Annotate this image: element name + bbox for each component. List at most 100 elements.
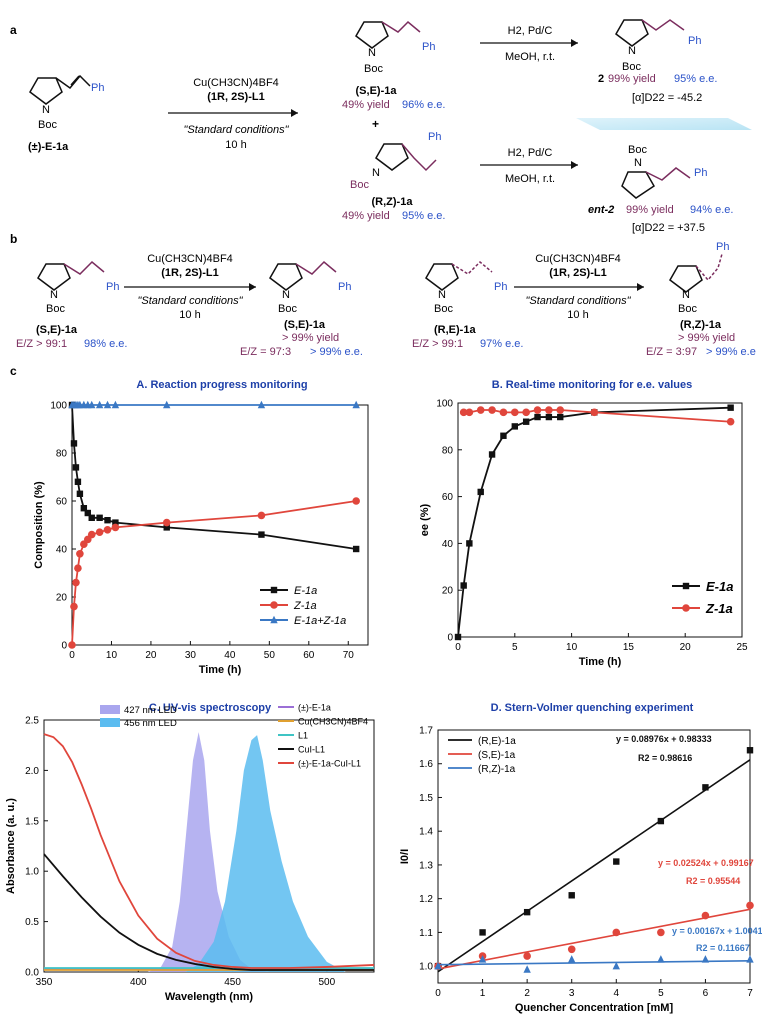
data-point	[84, 509, 91, 517]
rz-ee: 95% e.e.	[402, 210, 445, 222]
n-label: N	[634, 157, 642, 169]
boc-label: Boc	[278, 303, 297, 315]
data-point	[500, 432, 507, 439]
x-tick-label: 4	[614, 988, 620, 999]
legend-label: E-1a+Z-1a	[294, 615, 346, 627]
panel-b-label: b	[10, 232, 17, 246]
y-tick-label: 40	[442, 539, 454, 550]
series-1	[459, 406, 735, 426]
ent2-ee: 94% e.e.	[690, 204, 733, 216]
x-tick-label: 15	[623, 642, 635, 653]
legend-swatch	[100, 705, 120, 714]
b-left-cond: "Standard conditions"	[137, 295, 243, 307]
molecule-b-rz-product	[669, 253, 723, 293]
y-axis-label: Absorbance (a. u.)	[5, 798, 17, 894]
chart-title: D. Stern-Volmer quenching experiment	[491, 702, 694, 714]
p2-rotation: [α]D22 = -45.2	[632, 92, 702, 104]
data-point	[258, 531, 265, 538]
molecule-2	[615, 19, 685, 47]
y-tick-label: 0	[447, 633, 453, 644]
data-point	[95, 528, 104, 536]
chart-title: C. UV-vis spectroscopy	[149, 702, 272, 714]
y-axis-label: ee (%)	[419, 503, 431, 536]
ent2-label: ent-2	[588, 204, 614, 216]
b-left-time: 10 h	[179, 309, 200, 321]
data-point	[701, 955, 710, 963]
molecule-rz-1a	[375, 143, 437, 172]
rz-yield: 49% yield	[342, 210, 390, 222]
panel-a-label: a	[10, 23, 17, 37]
data-point	[523, 952, 531, 960]
series-2	[434, 955, 754, 973]
fit-line	[437, 759, 751, 973]
ent2-rotation: [α]D22 = +37.5	[632, 222, 705, 234]
led-spectrum	[147, 732, 271, 972]
n-label: N	[282, 289, 290, 301]
data-point	[257, 400, 266, 409]
b-right-prod-ee: > 99% e.e	[706, 346, 756, 358]
series-1	[68, 497, 360, 649]
data-point	[68, 641, 76, 649]
data-point	[80, 505, 88, 512]
x-tick-label: 3	[569, 988, 575, 999]
chart-reaction-progress: A. Reaction progress monitoring 0 10 20 30 40…	[33, 379, 369, 676]
x-tick-label: 450	[224, 977, 241, 988]
data-point	[111, 523, 120, 532]
y-tick-label: 80	[56, 449, 68, 460]
data-point	[522, 408, 530, 417]
data-point	[270, 601, 278, 609]
data-point	[88, 514, 95, 521]
legend-label: E-1a	[706, 579, 733, 594]
x-tick-label: 5	[512, 642, 518, 653]
y-tick-label: 40	[56, 545, 68, 556]
y-tick-label: 1.0	[25, 867, 39, 878]
data-point	[466, 540, 473, 547]
data-point	[476, 406, 485, 414]
data-point	[478, 955, 487, 963]
y-tick-label: 1.0	[419, 962, 433, 973]
y-tick-label: 2.0	[25, 766, 39, 777]
y-tick-label: 1.5	[419, 793, 433, 804]
y-tick-label: 2.5	[25, 716, 39, 727]
se-ee: 96% e.e.	[402, 99, 445, 111]
ph-label: Ph	[694, 167, 707, 179]
data-point	[568, 955, 576, 963]
b-right-start-label: (R,E)-1a	[434, 324, 476, 336]
data-point	[612, 928, 621, 937]
data-point	[70, 440, 78, 447]
data-point	[701, 911, 710, 920]
data-point	[545, 413, 553, 421]
n-label: N	[368, 47, 376, 59]
ph-label: Ph	[91, 82, 104, 94]
panel-b: b Ph N Boc (S,E)-1a E/Z > 99:1 98% e.e. …	[10, 232, 756, 358]
data-point	[352, 545, 360, 553]
chart-stern-volmer: D. Stern-Volmer quenching experiment 0 1 2 3…	[399, 702, 762, 1014]
x-tick-label: 7	[747, 988, 753, 999]
b-left-prod-ee: > 99% e.e.	[310, 346, 363, 358]
b-left-ligand: (1R, 2S)-L1	[161, 267, 218, 279]
data-point	[95, 400, 104, 409]
x-tick-label: 0	[455, 642, 461, 653]
plot-frame	[437, 729, 751, 984]
data-point	[270, 586, 278, 594]
data-point	[459, 408, 468, 417]
x-tick-label: 350	[36, 977, 53, 988]
molecule-ent-2	[621, 167, 691, 199]
y-tick-label: 0.5	[25, 917, 39, 928]
fit-equation: y = 0.02524x + 0.99167	[658, 858, 754, 868]
data-point	[523, 965, 531, 973]
x-tick-label: 0	[435, 988, 441, 999]
y-tick-label: 1.2	[419, 894, 433, 905]
y-tick-label: 1.1	[419, 928, 433, 939]
x-tick-label: 20	[145, 650, 157, 661]
data-point	[96, 514, 103, 521]
b-left-start-ee: 98% e.e.	[84, 338, 127, 350]
data-point	[270, 615, 278, 624]
data-point	[499, 408, 508, 417]
y-tick-label: 60	[56, 497, 68, 508]
b-right-prod-yield: > 99% yield	[678, 332, 735, 344]
ph-label: Ph	[422, 41, 435, 53]
fit-line	[437, 908, 751, 970]
data-point	[533, 406, 542, 414]
